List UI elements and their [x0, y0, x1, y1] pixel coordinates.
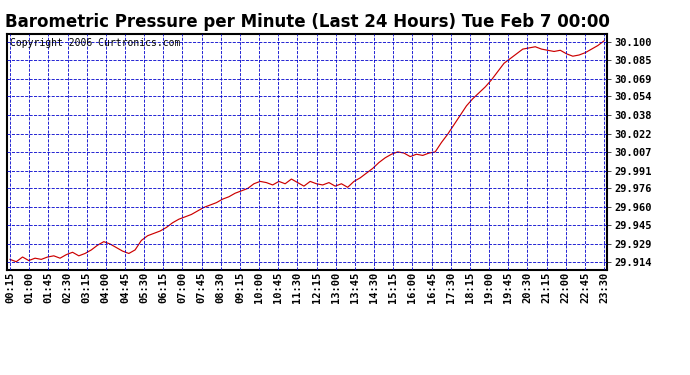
Text: Copyright 2006 Curtronics.com: Copyright 2006 Curtronics.com [10, 39, 180, 48]
Title: Barometric Pressure per Minute (Last 24 Hours) Tue Feb 7 00:00: Barometric Pressure per Minute (Last 24 … [5, 13, 609, 31]
